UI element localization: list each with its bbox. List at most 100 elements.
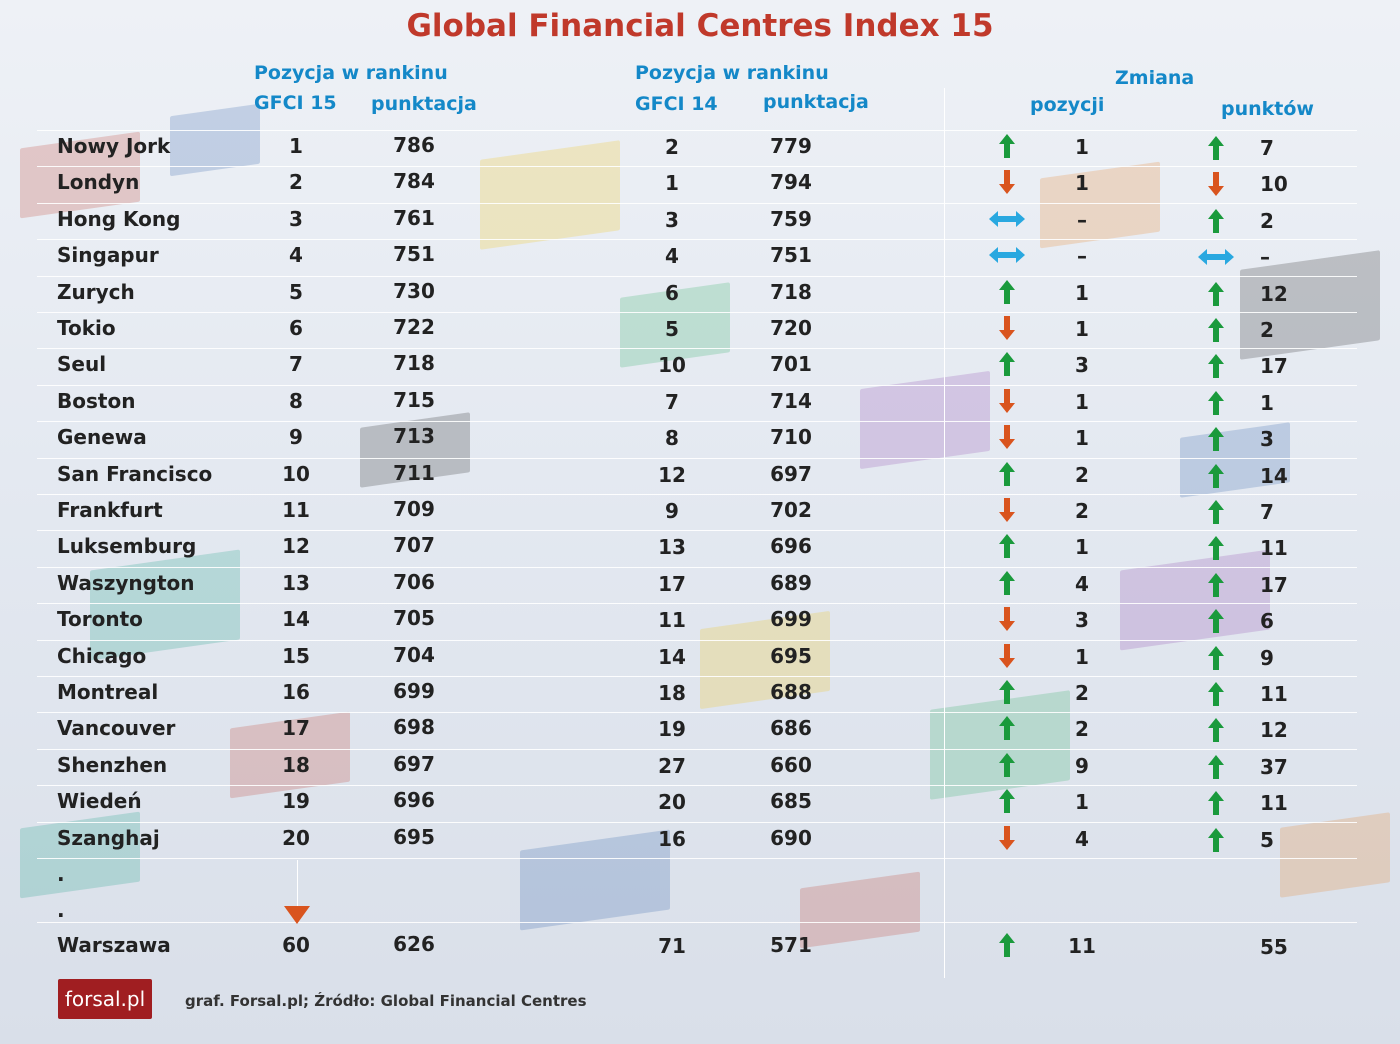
header-change-group: Zmiana [1115, 67, 1195, 89]
gfci14-score: 571 [770, 933, 812, 957]
row-divider [37, 385, 1357, 386]
gfci14-score: 702 [770, 498, 812, 522]
row-divider [37, 203, 1357, 204]
gfci14-rank: 4 [665, 244, 679, 269]
gfci15-rank: 1 [289, 134, 303, 158]
gfci15-rank: 17 [282, 716, 310, 741]
gfci14-rank: 20 [658, 790, 686, 815]
arrow-up-icon [1196, 426, 1236, 452]
city-name: Montreal [57, 680, 159, 704]
gfci14-rank: 17 [658, 571, 686, 596]
gfci15-score: 761 [393, 205, 435, 230]
gfci15-rank: 7 [289, 352, 303, 377]
arrow-up-icon [987, 932, 1027, 958]
arrow-up-icon [1196, 790, 1236, 816]
points-change: 11 [1260, 536, 1288, 561]
city-name: Genewa [57, 425, 147, 450]
position-change: 1 [1075, 171, 1089, 196]
gfci15-score: 713 [393, 424, 435, 449]
city-name: Zurych [57, 279, 135, 304]
row-divider [37, 421, 1357, 422]
header-gfci15-group: Pozycja w rankinu [254, 62, 448, 84]
row-divider [37, 749, 1357, 750]
arrow-up-icon [1196, 572, 1236, 598]
points-change: 17 [1260, 354, 1288, 379]
gfci15-rank: 13 [282, 570, 310, 595]
position-change: 11 [1068, 934, 1096, 958]
position-change: 1 [1075, 790, 1089, 815]
position-change: – [1077, 244, 1087, 269]
gfci14-rank: 9 [665, 499, 679, 523]
arrow-down-icon [987, 643, 1027, 669]
gfci15-score: 706 [393, 569, 435, 594]
arrow-up-icon [1196, 645, 1236, 671]
gfci14-rank: 2 [665, 135, 679, 159]
gfci15-rank: 3 [289, 206, 303, 231]
row-divider [37, 922, 1357, 923]
chart-title: Global Financial Centres Index 15 [406, 8, 994, 44]
gfci14-score: 751 [770, 243, 812, 268]
row-divider [37, 458, 1357, 459]
gfci14-rank: 3 [665, 207, 679, 232]
arrow-up-icon [1196, 608, 1236, 634]
gfci15-rank: 60 [282, 933, 310, 957]
arrow-down-icon [987, 424, 1027, 450]
arrow-down-icon [987, 388, 1027, 414]
gfci15-score: 695 [393, 824, 435, 849]
city-name: Seul [57, 352, 107, 377]
position-change: 1 [1075, 317, 1089, 341]
arrow-up-icon [1196, 754, 1236, 780]
gfci15-rank: 12 [282, 534, 310, 559]
city-name: Wiedeń [57, 789, 142, 814]
gfci15-score: 715 [393, 387, 435, 412]
gfci14-rank: 10 [658, 353, 686, 378]
points-change: 17 [1260, 572, 1288, 597]
gfci15-score: 722 [393, 315, 435, 339]
row-divider [37, 312, 1357, 313]
gfci14-score: 696 [770, 534, 812, 559]
flag-shape [1120, 549, 1270, 651]
position-change: 9 [1075, 753, 1089, 778]
gfci14-rank: 16 [658, 826, 686, 851]
row-divider [37, 130, 1357, 131]
arrow-up-icon [1196, 208, 1236, 234]
position-change: 1 [1075, 280, 1089, 305]
row-divider [37, 494, 1357, 495]
gfci14-score: 699 [770, 607, 812, 632]
points-change: 10 [1260, 172, 1288, 197]
arrow-down-icon [987, 169, 1027, 195]
flag-shape [20, 811, 140, 899]
city-name: Chicago [57, 643, 147, 668]
points-change: 55 [1260, 935, 1288, 959]
position-change: 1 [1075, 389, 1089, 414]
gfci14-rank: 12 [658, 462, 686, 487]
position-change: 2 [1075, 462, 1089, 487]
row-divider [37, 530, 1357, 531]
gfci14-rank: 14 [658, 644, 686, 669]
gfci14-rank: 18 [658, 681, 686, 705]
gfci15-rank: 9 [289, 425, 303, 450]
city-name: Warszawa [57, 933, 171, 957]
position-change: 2 [1075, 681, 1089, 705]
gfci15-rank: 19 [282, 789, 310, 814]
gfci14-rank: 8 [665, 426, 679, 451]
gfci15-rank: 2 [289, 170, 303, 195]
points-change: 1 [1260, 390, 1274, 415]
row-divider [37, 785, 1357, 786]
header-gfci15-score: punktacja [371, 93, 477, 115]
points-change: 14 [1260, 463, 1288, 488]
city-name: Vancouver [57, 716, 176, 741]
row-divider [37, 858, 1357, 859]
gfci15-score: 698 [393, 715, 435, 740]
row-divider [37, 603, 1357, 604]
arrow-up-icon [987, 570, 1027, 596]
arrow-up-icon [1196, 717, 1236, 743]
gfci14-score: 701 [770, 352, 812, 377]
gfci15-score: 707 [393, 533, 435, 558]
points-change: 3 [1260, 427, 1274, 452]
gfci15-score: 786 [393, 133, 435, 157]
position-change: 3 [1075, 608, 1089, 633]
gfci15-score: 711 [393, 460, 435, 485]
position-change: 1 [1075, 426, 1089, 451]
gfci15-rank: 16 [282, 680, 310, 704]
